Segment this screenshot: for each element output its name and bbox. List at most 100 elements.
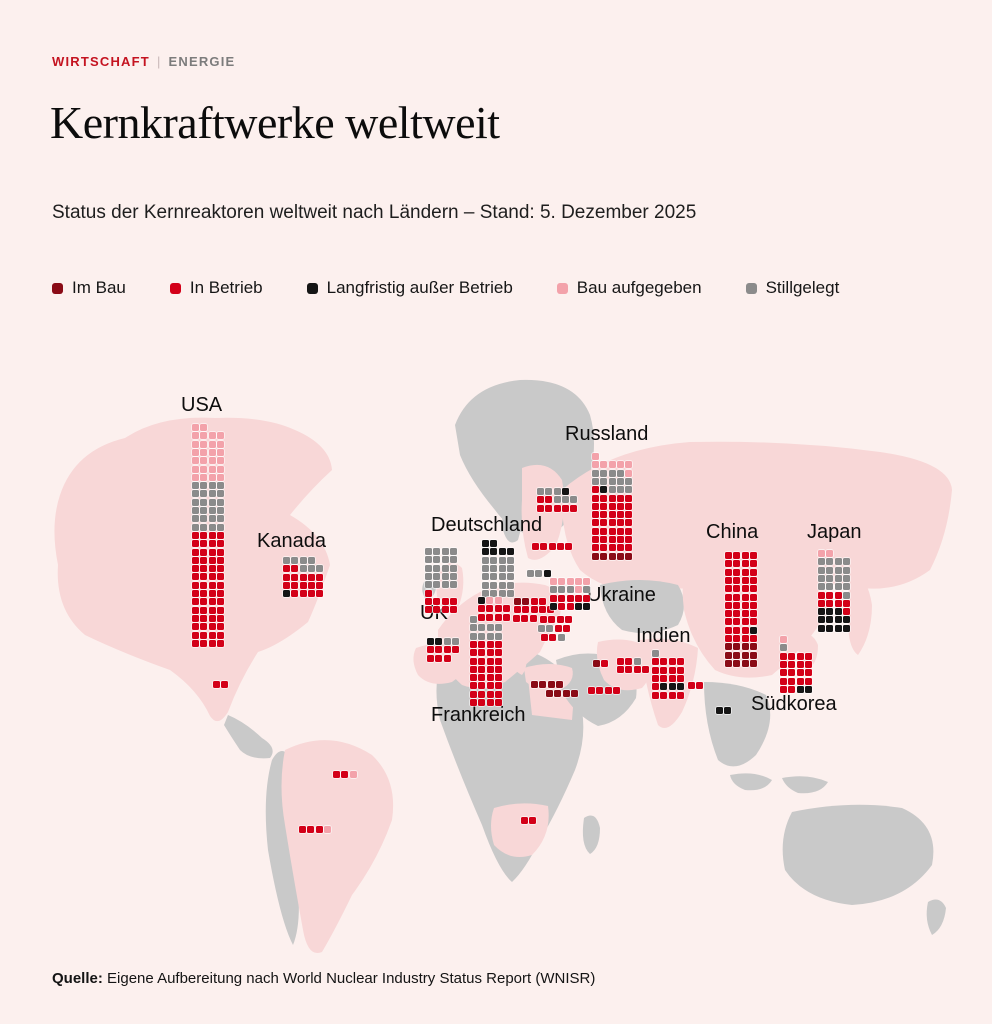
- reactor-cell: [742, 618, 749, 625]
- reactor-cell: [725, 618, 732, 625]
- reactor-cell: [209, 640, 216, 647]
- reactor-cell: [609, 528, 616, 535]
- reactor-cell: [530, 615, 537, 622]
- reactor-cell: [478, 605, 485, 612]
- reactor-cell: [209, 499, 216, 506]
- reactor-cell: [601, 660, 608, 667]
- reactor-cell: [499, 557, 506, 564]
- reactor-cell: [540, 616, 547, 623]
- reactor-cell: [213, 681, 220, 688]
- reactor-cell: [677, 683, 684, 690]
- reactor-cell: [750, 577, 757, 584]
- reactor-cell: [750, 569, 757, 576]
- reactor-cell: [427, 646, 434, 653]
- reactor-cell: [716, 707, 723, 714]
- reactor-cell: [478, 658, 485, 665]
- reactor-cell: [742, 652, 749, 659]
- reactor-cell: [780, 669, 787, 676]
- reactor-cell: [725, 635, 732, 642]
- reactor-cell: [750, 627, 757, 634]
- country-label-frankreich: Frankreich: [431, 704, 526, 726]
- reactor-cell: [192, 515, 199, 522]
- reactor-cell: [495, 597, 502, 604]
- reactor-cell: [217, 565, 224, 572]
- reactor-cell: [750, 652, 757, 659]
- reactor-cell: [537, 505, 544, 512]
- reactor-cell: [550, 603, 557, 610]
- reactor-cell: [470, 682, 477, 689]
- reactor-cell: [444, 655, 451, 662]
- reactor-cell: [217, 507, 224, 514]
- reactor-cell: [600, 486, 607, 493]
- reactor-cell: [495, 666, 502, 673]
- reactor-cell: [652, 675, 659, 682]
- reactor-cell: [835, 592, 842, 599]
- reactor-cell: [499, 582, 506, 589]
- reactor-cell: [609, 495, 616, 502]
- reactor-cell: [652, 650, 659, 657]
- reactor-cell: [600, 553, 607, 560]
- reactor-cell: [733, 652, 740, 659]
- reactor-cell: [826, 583, 833, 590]
- reactor-cell: [444, 646, 451, 653]
- reactor-cell: [750, 552, 757, 559]
- reactor-cell: [217, 532, 224, 539]
- reactor-cell: [470, 616, 477, 623]
- reactor-cell: [592, 453, 599, 460]
- reactor-cell: [435, 638, 442, 645]
- reactor-cell: [507, 548, 514, 555]
- legend-label: In Betrieb: [189, 278, 263, 297]
- legend-item-K: Langfristig außer Betrieb: [306, 278, 513, 298]
- reactor-cell: [209, 532, 216, 539]
- reactor-cell: [617, 461, 624, 468]
- reactor-cell: [826, 550, 833, 557]
- reactor-cell: [192, 524, 199, 531]
- reactor-cell: [200, 524, 207, 531]
- reactor-cell: [588, 687, 595, 694]
- reactor-cell: [529, 817, 536, 824]
- reactor-cell: [192, 615, 199, 622]
- reactor-cell: [805, 678, 812, 685]
- reactor-cell: [192, 490, 199, 497]
- reactor-cell: [567, 578, 574, 585]
- reactor-cell: [818, 616, 825, 623]
- reactor-cell: [442, 556, 449, 563]
- reactor-cell: [550, 578, 557, 585]
- reactor-cell: [452, 638, 459, 645]
- reactor-cell: [308, 565, 315, 572]
- reactor-cell: [495, 699, 502, 706]
- reactor-cell: [513, 615, 520, 622]
- reactor-cell: [539, 598, 546, 605]
- reactor-cell: [200, 474, 207, 481]
- reactor-cell: [788, 653, 795, 660]
- kicker-section: WIRTSCHAFT: [52, 54, 150, 69]
- reactor-cell: [742, 610, 749, 617]
- reactor-cell: [742, 585, 749, 592]
- reactor-cell: [333, 771, 340, 778]
- reactor-cell: [478, 674, 485, 681]
- reactor-cell: [742, 660, 749, 667]
- reactor-cell: [532, 543, 539, 550]
- reactor-cell: [733, 602, 740, 609]
- reactor-cell: [427, 655, 434, 662]
- reactor-cell: [514, 606, 521, 613]
- reactor-cell: [742, 627, 749, 634]
- country-label-usa: USA: [181, 394, 223, 416]
- reactor-cell: [567, 595, 574, 602]
- reactor-cell: [805, 653, 812, 660]
- reactor-cell: [209, 623, 216, 630]
- reactor-cell: [217, 515, 224, 522]
- reactor-cell: [567, 603, 574, 610]
- reactor-cell: [486, 597, 493, 604]
- reactor-cell: [609, 519, 616, 526]
- reactor-cell: [490, 548, 497, 555]
- reactor-cell: [209, 582, 216, 589]
- reactor-cell: [600, 528, 607, 535]
- reactor-cell: [733, 660, 740, 667]
- reactor-cell: [617, 666, 624, 673]
- reactor-cell: [826, 558, 833, 565]
- reactor-cell: [733, 610, 740, 617]
- reactor-cell: [669, 683, 676, 690]
- reactor-cell: [600, 511, 607, 518]
- reactor-cell: [725, 602, 732, 609]
